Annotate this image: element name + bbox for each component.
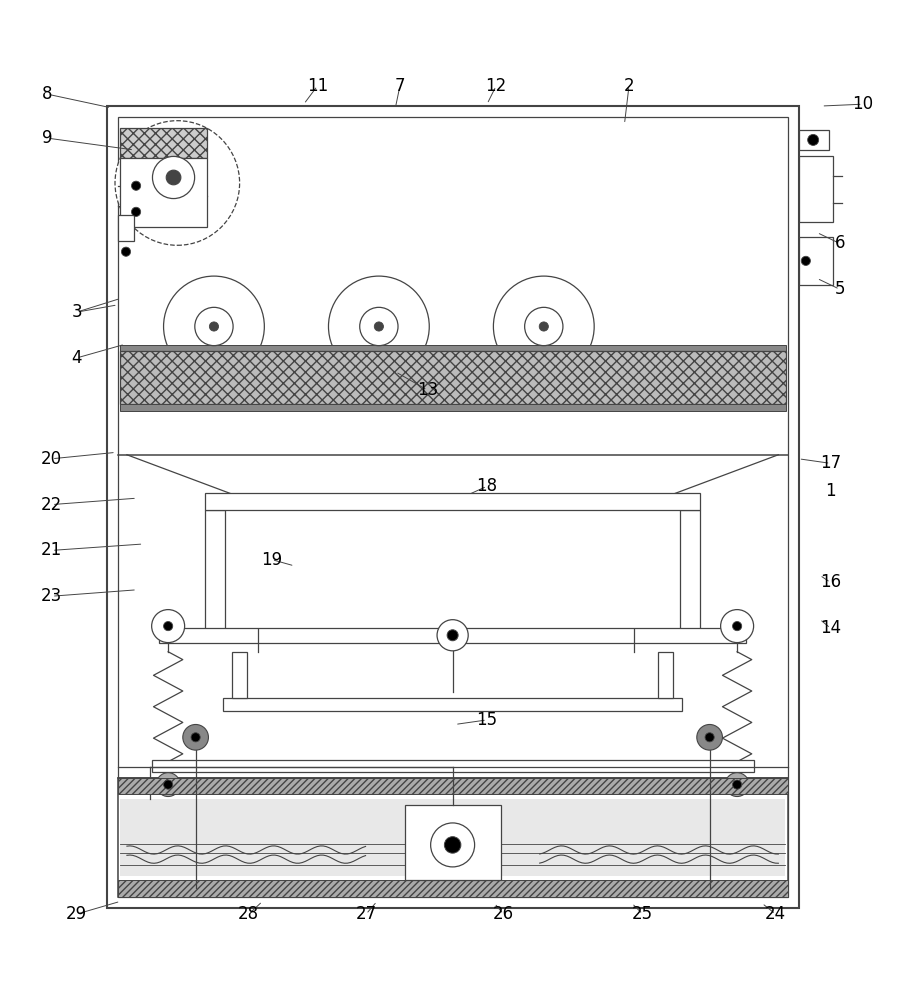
- Circle shape: [725, 773, 749, 797]
- Text: 4: 4: [72, 349, 82, 367]
- Circle shape: [431, 823, 474, 867]
- Circle shape: [732, 622, 742, 631]
- Bar: [120, 799, 785, 876]
- Circle shape: [183, 724, 209, 750]
- Text: 28: 28: [238, 905, 259, 923]
- Text: 11: 11: [307, 77, 328, 95]
- Circle shape: [121, 247, 130, 256]
- Text: 25: 25: [632, 905, 653, 923]
- Bar: [118, 778, 788, 897]
- Text: 16: 16: [820, 573, 841, 591]
- Text: 17: 17: [820, 454, 841, 472]
- Circle shape: [156, 773, 180, 797]
- Text: 21: 21: [41, 541, 62, 559]
- Circle shape: [131, 181, 141, 190]
- Circle shape: [153, 156, 195, 199]
- Circle shape: [164, 780, 173, 789]
- Text: 22: 22: [41, 496, 62, 514]
- Bar: [118, 117, 788, 897]
- Circle shape: [732, 780, 742, 789]
- Circle shape: [437, 620, 468, 651]
- Bar: [119, 345, 786, 351]
- Text: 10: 10: [852, 95, 873, 113]
- Text: 1: 1: [825, 482, 836, 500]
- Circle shape: [448, 630, 459, 641]
- Circle shape: [801, 256, 811, 265]
- Text: 14: 14: [820, 619, 841, 637]
- Text: 18: 18: [476, 477, 497, 495]
- Circle shape: [152, 610, 185, 643]
- Circle shape: [494, 276, 595, 377]
- Circle shape: [195, 307, 233, 346]
- Text: 3: 3: [71, 303, 82, 321]
- Text: 7: 7: [394, 77, 405, 95]
- Text: 27: 27: [356, 905, 377, 923]
- Text: 9: 9: [42, 129, 52, 147]
- Circle shape: [720, 610, 754, 643]
- Text: 6: 6: [834, 234, 845, 252]
- Bar: [119, 404, 786, 411]
- Circle shape: [697, 724, 722, 750]
- Bar: [118, 215, 134, 241]
- Text: 15: 15: [476, 711, 497, 729]
- Bar: [159, 628, 746, 643]
- Circle shape: [131, 207, 141, 216]
- Bar: [223, 698, 682, 711]
- Text: 12: 12: [485, 77, 506, 95]
- Text: 8: 8: [42, 85, 52, 103]
- Circle shape: [328, 276, 429, 377]
- Bar: [799, 237, 834, 285]
- Circle shape: [374, 322, 383, 331]
- Circle shape: [164, 276, 265, 377]
- Circle shape: [210, 322, 219, 331]
- Text: 26: 26: [493, 905, 514, 923]
- Bar: [118, 880, 788, 897]
- Bar: [799, 156, 834, 222]
- Bar: [205, 493, 700, 510]
- Bar: [233, 652, 247, 698]
- Text: 13: 13: [417, 381, 438, 399]
- Text: 5: 5: [834, 280, 845, 298]
- Text: 24: 24: [765, 905, 786, 923]
- Text: 23: 23: [41, 587, 62, 605]
- Text: 20: 20: [41, 450, 62, 468]
- Bar: [119, 128, 207, 158]
- Circle shape: [166, 170, 181, 185]
- Bar: [658, 652, 673, 698]
- Text: 2: 2: [624, 77, 634, 95]
- Circle shape: [445, 837, 460, 853]
- Bar: [119, 351, 786, 404]
- Text: 29: 29: [66, 905, 87, 923]
- Circle shape: [359, 307, 398, 346]
- Circle shape: [164, 622, 173, 631]
- Bar: [152, 760, 754, 772]
- Bar: [205, 510, 225, 633]
- Text: 19: 19: [261, 551, 282, 569]
- Bar: [680, 510, 700, 633]
- Bar: [800, 130, 829, 150]
- Bar: [118, 778, 788, 794]
- Bar: [107, 106, 799, 908]
- Bar: [404, 805, 501, 880]
- Circle shape: [525, 307, 563, 346]
- Circle shape: [115, 121, 240, 245]
- Bar: [119, 158, 207, 227]
- Circle shape: [539, 322, 549, 331]
- Circle shape: [705, 733, 714, 742]
- Circle shape: [808, 134, 819, 145]
- Circle shape: [191, 733, 200, 742]
